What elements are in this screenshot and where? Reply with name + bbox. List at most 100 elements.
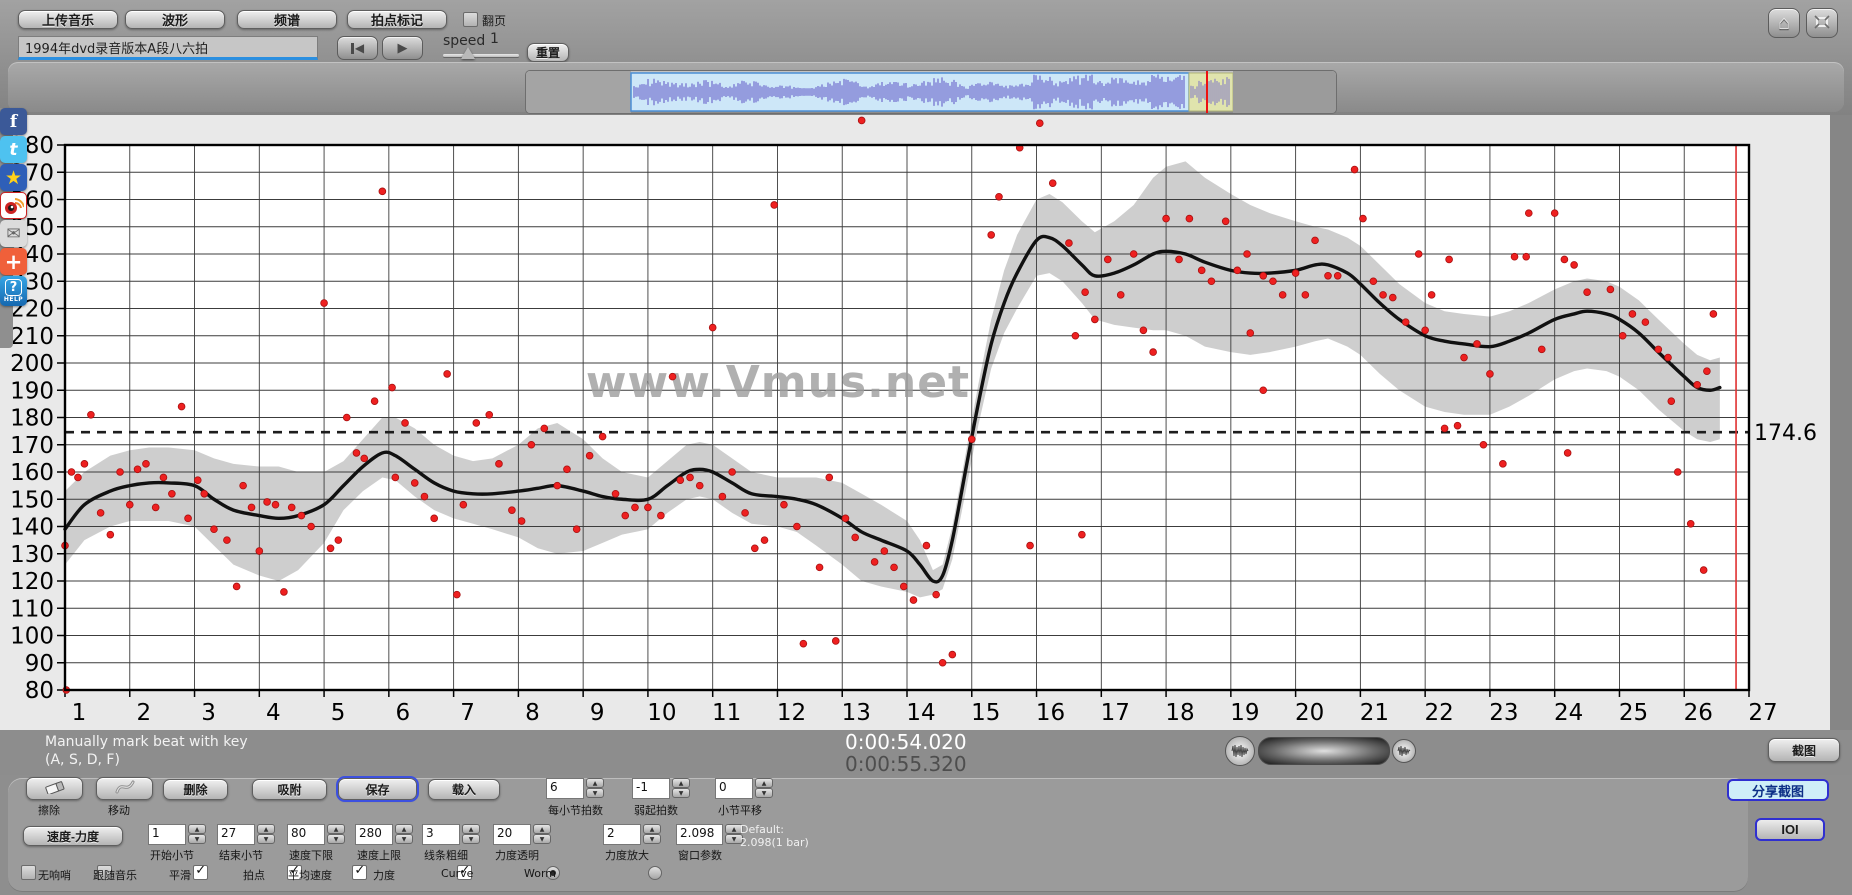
speed-slider-track[interactable] (443, 54, 519, 57)
beats-per-bar-label: 每小节拍数 (548, 804, 603, 817)
bar-shift-spinner[interactable]: 0 ▲ ▼ (715, 778, 773, 799)
spin-down-icon[interactable]: ▼ (188, 834, 206, 844)
bar-shift-value[interactable]: 0 (715, 778, 753, 799)
spin-up-icon[interactable]: ▲ (755, 778, 773, 788)
dynamics-gain-spinner[interactable]: 2 ▲ ▼ (603, 824, 661, 845)
weibo-icon[interactable] (0, 192, 27, 219)
end-bar-value[interactable]: 27 (217, 824, 255, 845)
delete-button[interactable]: 删除 (163, 779, 228, 800)
tempo-min-value[interactable]: 80 (287, 824, 325, 845)
play-icon: ▶ (397, 40, 408, 55)
spin-up-icon[interactable]: ▲ (395, 824, 413, 834)
smooth-checkbox[interactable] (193, 863, 209, 880)
start-bar-spinner[interactable]: 1 ▲ ▼ (148, 824, 206, 845)
twitter-icon[interactable]: t (0, 136, 27, 163)
line-width-value[interactable]: 3 (422, 824, 460, 845)
spin-down-icon[interactable]: ▼ (755, 788, 773, 798)
screenshot-button[interactable]: 截图 (1768, 738, 1840, 762)
dynamics-opacity-value[interactable]: 20 (493, 824, 531, 845)
average-tempo-checkbox[interactable] (352, 863, 368, 880)
average-tempo-label: 平均速度 (288, 869, 332, 882)
start-bar-value[interactable]: 1 (148, 824, 186, 845)
line-width-spinner[interactable]: 3 ▲ ▼ (422, 824, 480, 845)
snap-button[interactable]: 吸附 (252, 779, 327, 800)
speed-slider-thumb[interactable] (461, 47, 475, 59)
spin-up-icon[interactable]: ▲ (533, 824, 551, 834)
beat-points-checkbox[interactable] (287, 863, 303, 880)
beat-mark-button[interactable]: 拍点标记 (347, 10, 447, 29)
tempo-max-spinner[interactable]: 280 ▲ ▼ (355, 824, 413, 845)
addthis-plus-icon[interactable]: + (0, 248, 27, 275)
spin-up-icon[interactable]: ▲ (586, 778, 604, 788)
tempo-min-label: 速度下限 (289, 849, 333, 862)
ioi-button[interactable]: IOI (1755, 818, 1825, 841)
spin-up-icon[interactable]: ▲ (327, 824, 345, 834)
facebook-icon[interactable]: f (0, 108, 27, 135)
share-screenshot-button[interactable]: 分享截图 (1727, 779, 1829, 801)
end-bar-spinner[interactable]: 27 ▲ ▼ (217, 824, 275, 845)
svg-text:7: 7 (460, 700, 475, 726)
window-param-default-note: Default: 2.098(1 bar) (740, 823, 809, 849)
reset-button[interactable]: 重置 (527, 43, 569, 62)
help-icon[interactable]: ? HELP (0, 276, 27, 306)
pickup-beats-value[interactable]: -1 (632, 778, 670, 799)
spin-down-icon[interactable]: ▼ (327, 834, 345, 844)
pickup-beats-spinner[interactable]: -1 ▲ ▼ (632, 778, 690, 799)
spin-up-icon[interactable]: ▲ (643, 824, 661, 834)
spin-up-icon[interactable]: ▲ (188, 824, 206, 834)
fullscreen-button[interactable] (1806, 8, 1838, 38)
page-flip-checkbox[interactable] (463, 12, 478, 27)
beats-per-bar-value[interactable]: 6 (546, 778, 584, 799)
curve-radio[interactable] (545, 866, 560, 880)
window-param-spinner[interactable]: 2.098 ▲ ▼ (676, 824, 743, 845)
save-button[interactable]: 保存 (336, 776, 419, 802)
spectrum-button[interactable]: 频谱 (237, 10, 337, 29)
svg-text:8: 8 (525, 700, 540, 726)
bar-shift-label: 小节平移 (718, 804, 762, 817)
qzone-icon[interactable]: ★ (0, 164, 27, 191)
erase-tool-button[interactable] (26, 777, 83, 800)
mail-icon[interactable]: ✉ (0, 220, 27, 247)
spin-down-icon[interactable]: ▼ (257, 834, 275, 844)
dynamics-opacity-spinner[interactable]: 20 ▲ ▼ (493, 824, 551, 845)
load-button[interactable]: 载入 (428, 779, 500, 800)
spin-down-icon[interactable]: ▼ (586, 788, 604, 798)
spin-down-icon[interactable]: ▼ (462, 834, 480, 844)
zoom-out-waveform-button[interactable] (1225, 736, 1255, 766)
prev-button[interactable]: ◀ (337, 36, 378, 60)
window-param-value[interactable]: 2.098 (676, 824, 723, 845)
beats-per-bar-spinner[interactable]: 6 ▲ ▼ (546, 778, 604, 799)
spin-up-icon[interactable]: ▲ (462, 824, 480, 834)
spin-down-icon[interactable]: ▼ (395, 834, 413, 844)
zoom-in-waveform-button[interactable] (1392, 739, 1416, 763)
spin-down-icon[interactable]: ▼ (672, 788, 690, 798)
play-button[interactable]: ▶ (382, 36, 423, 60)
spin-down-icon[interactable]: ▼ (725, 834, 743, 844)
waveform-overview[interactable] (525, 70, 1337, 114)
upload-music-button[interactable]: 上传音乐 (18, 10, 118, 29)
home-button[interactable]: ⌂ (1768, 8, 1800, 38)
spin-up-icon[interactable]: ▲ (725, 824, 743, 834)
spin-down-icon[interactable]: ▼ (643, 834, 661, 844)
time-total: 0:00:55.320 (845, 752, 967, 776)
tempo-chart[interactable]: 1 2 3 4 5 6 7 8 9 10 11 12 13 14 15 16 17 18 19 20 21 22 23 24 2… (0, 115, 1852, 730)
spin-down-icon[interactable]: ▼ (533, 834, 551, 844)
right-margin-strip (1830, 115, 1852, 730)
tempo-min-spinner[interactable]: 80 ▲ ▼ (287, 824, 345, 845)
spin-up-icon[interactable]: ▲ (672, 778, 690, 788)
move-tool-button[interactable] (96, 777, 153, 800)
worm-radio[interactable] (647, 866, 662, 880)
svg-text:13: 13 (842, 700, 871, 726)
waveform-button[interactable]: 波形 (125, 10, 225, 29)
svg-text:210: 210 (10, 324, 54, 350)
tempo-max-value[interactable]: 280 (355, 824, 393, 845)
tempo-dynamics-button[interactable]: 速度-力度 (23, 826, 123, 846)
no-click-checkbox[interactable] (21, 865, 36, 880)
dynamics-gain-value[interactable]: 2 (603, 824, 641, 845)
spin-up-icon[interactable]: ▲ (257, 824, 275, 834)
waveform-zoom-slider[interactable] (1258, 737, 1390, 765)
svg-text:www.Vmus.net: www.Vmus.net (586, 357, 970, 408)
dynamics-checkbox[interactable] (457, 863, 473, 880)
follow-music-checkbox[interactable] (97, 865, 113, 880)
track-title-input[interactable] (18, 36, 318, 60)
